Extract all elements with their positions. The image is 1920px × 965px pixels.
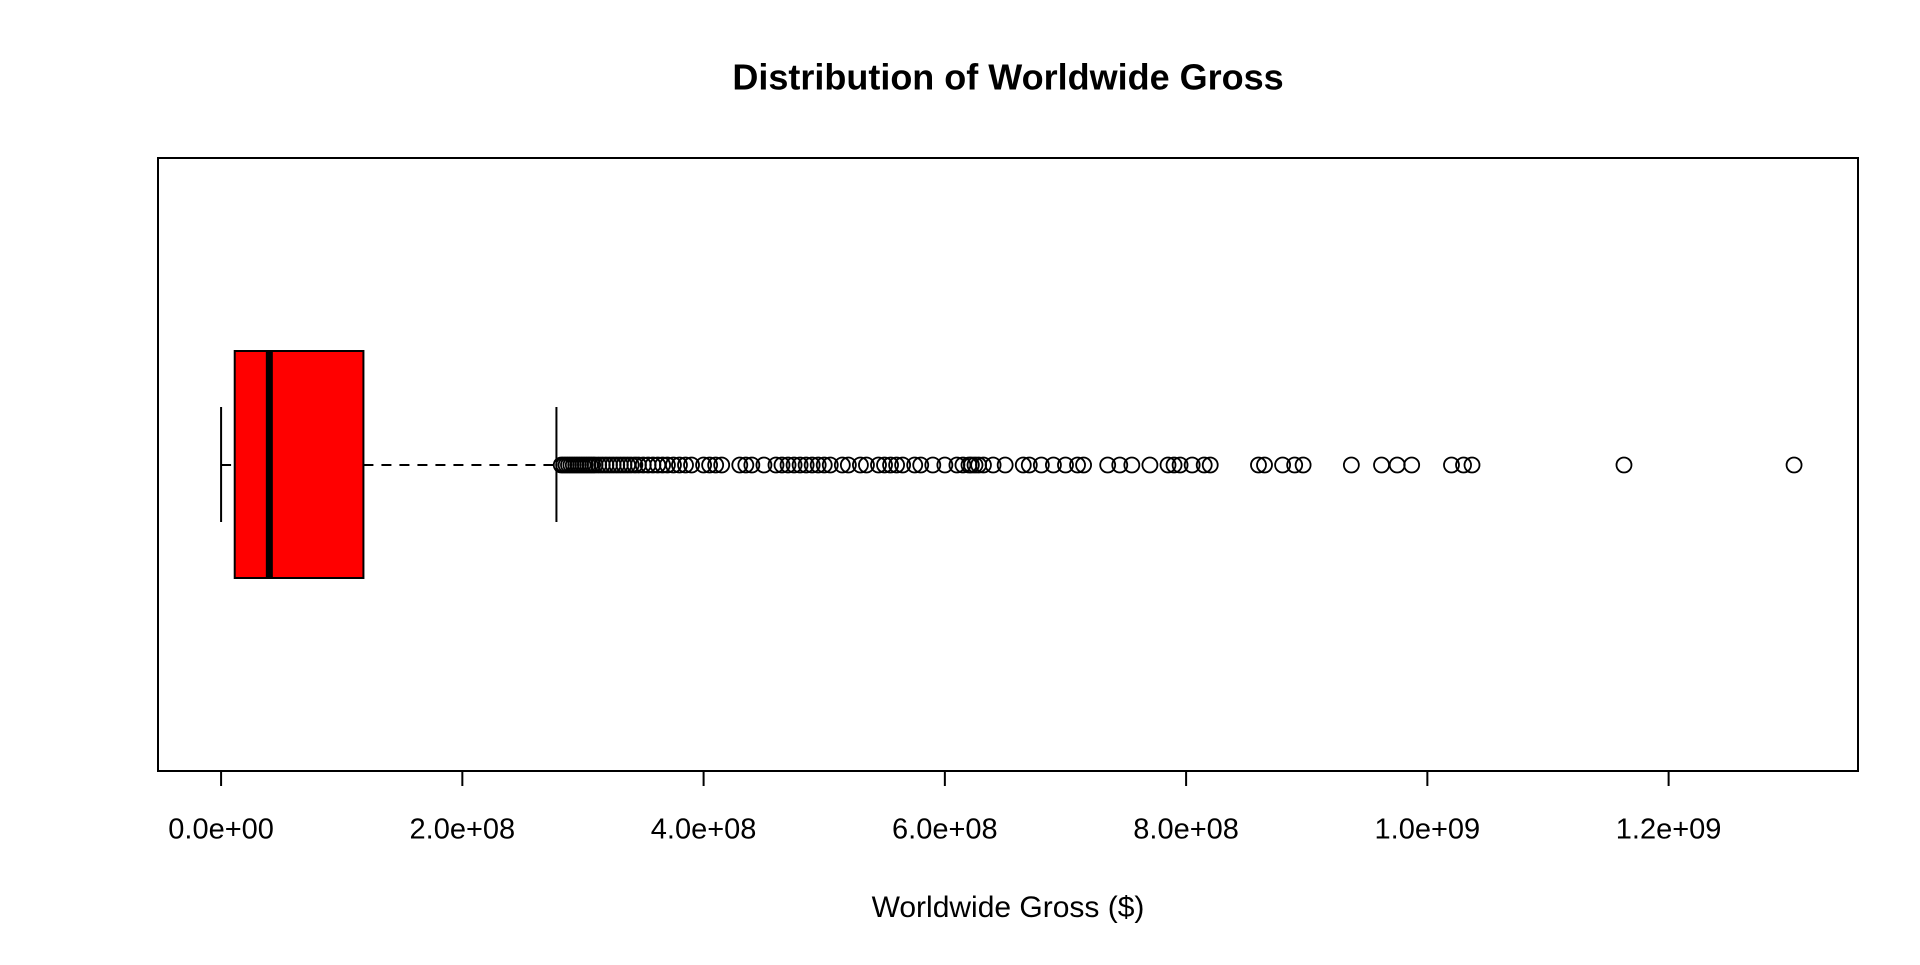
outlier [996,456,1014,474]
outlier [1057,456,1074,474]
outlier [906,456,924,474]
outlier [779,456,797,474]
x-tick-label: 0.0e+00 [168,814,274,846]
x-axis-label: Worldwide Gross ($) [872,891,1145,924]
outlier [713,456,731,474]
outlier [785,456,803,474]
outlier [767,456,785,474]
x-tick-label: 8.0e+08 [1133,814,1239,846]
outlier [1388,456,1406,474]
outlier [695,456,712,474]
outlier [975,456,992,474]
outlier [1342,456,1360,474]
outlier [1455,456,1472,474]
outlier [1165,456,1183,474]
outlier [912,456,930,474]
chart-title: Distribution of Worldwide Gross [732,57,1283,98]
outlier [1286,456,1304,474]
outlier [797,456,815,474]
box [233,350,365,579]
outlier [839,456,857,474]
outlier [858,456,875,474]
outlier [654,456,671,474]
outlier [1195,456,1213,474]
outlier [701,456,719,474]
outlier [1159,456,1177,474]
outlier [1294,456,1312,474]
outlier [659,456,676,474]
outlier [821,456,839,474]
outlier [984,456,1002,474]
outlier [1463,456,1481,474]
outlier [1250,456,1267,474]
outlier [833,456,851,474]
outlier [936,456,954,474]
outlier [1201,456,1219,474]
outlier [665,456,682,474]
outlier [1274,456,1292,474]
outlier [671,456,688,474]
outlier [755,456,773,474]
outlier [815,456,833,474]
x-tick-label: 6.0e+08 [892,814,998,846]
outlier [1123,456,1141,474]
outlier [1256,456,1273,474]
outlier [924,456,942,474]
outlier [870,456,887,474]
outlier [1183,456,1201,474]
outlier [707,456,725,474]
outlier [1785,456,1803,474]
outlier [894,456,912,474]
outlier [1141,456,1159,474]
outlier [1075,456,1092,474]
x-tick-label: 1.2e+09 [1616,814,1722,846]
outlier [882,456,899,474]
x-tick-label: 1.0e+09 [1375,814,1481,846]
outlier [737,456,755,474]
outlier [888,456,906,474]
outlier [876,456,893,474]
outlier [773,456,791,474]
outlier [1045,456,1062,474]
x-tick-label: 4.0e+08 [651,814,757,846]
outlier [791,456,809,474]
outlier [731,456,749,474]
outlier [1111,456,1129,474]
outlier [1099,456,1117,474]
outlier [1403,456,1421,474]
outlier [1171,456,1189,474]
outlier [1373,456,1390,474]
outlier [683,456,700,474]
outlier [809,456,827,474]
x-tick-label: 2.0e+08 [410,814,516,846]
outlier [677,456,694,474]
outlier [1020,456,1038,474]
plot-frame [157,157,1859,772]
outlier [852,456,869,474]
outlier [803,456,821,474]
outlier [743,456,761,474]
outlier [1032,456,1050,474]
outlier [1069,456,1086,474]
outlier [1443,456,1460,474]
outlier [1014,456,1032,474]
outlier [1615,456,1633,474]
